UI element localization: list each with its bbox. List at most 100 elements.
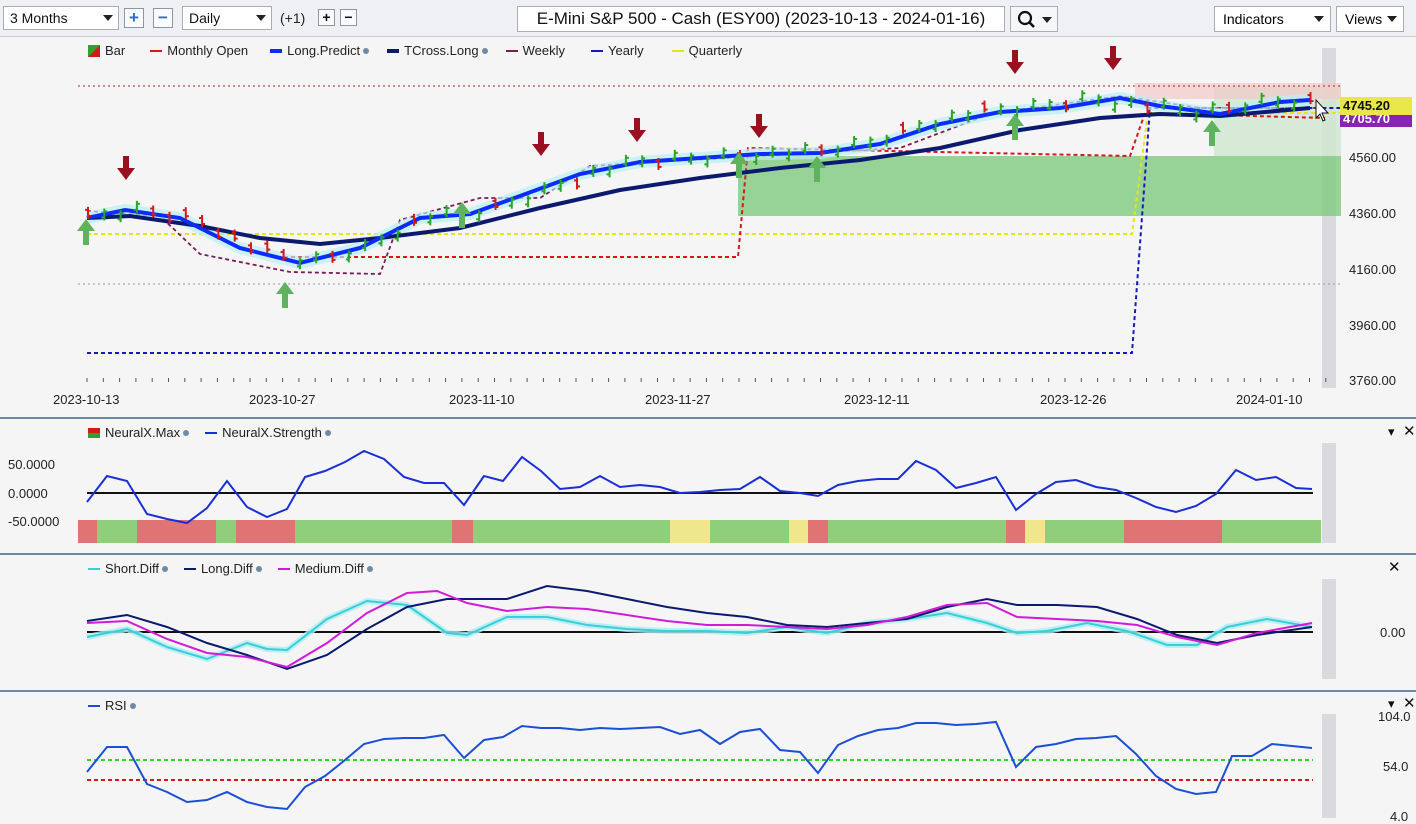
zoom-out-button[interactable]: − bbox=[153, 8, 173, 28]
price-axis-label: 3960.00 bbox=[1349, 318, 1396, 333]
buy-arrow-icon bbox=[730, 152, 748, 178]
offset-minus-button[interactable]: − bbox=[340, 9, 357, 26]
neural-plot[interactable] bbox=[0, 419, 1416, 555]
views-label: Views bbox=[1345, 11, 1383, 27]
pane-divider[interactable] bbox=[0, 417, 1416, 419]
date-axis-label: 2023-11-27 bbox=[645, 392, 711, 407]
legend-yearly: Yearly bbox=[607, 43, 644, 58]
neuralx-max-block bbox=[236, 520, 295, 543]
rsi-axis-label: 54.0 bbox=[1383, 759, 1409, 774]
dashed-line-icon bbox=[671, 49, 684, 52]
range-select[interactable]: 3 Months bbox=[3, 6, 119, 30]
neural-axis-label: -50.0000 bbox=[8, 514, 60, 529]
neuralx-max-block bbox=[97, 520, 137, 543]
interval-select[interactable]: Daily bbox=[182, 6, 272, 30]
neuralx-max-block bbox=[1124, 520, 1222, 543]
collapse-pane-icon[interactable]: ▾ bbox=[1388, 424, 1395, 439]
neuralx-max-block bbox=[137, 520, 216, 543]
legend-neuralx-strength: NeuralX.Strength bbox=[222, 425, 322, 440]
buy-arrow-icon bbox=[808, 156, 826, 182]
bar-legend-icon bbox=[88, 427, 100, 438]
rsi-axis-label: 4.0 bbox=[1390, 809, 1409, 824]
legend-short-diff: Short.Diff bbox=[105, 561, 159, 576]
neuralx-max-block bbox=[473, 520, 670, 543]
neural-axis-label: 0.0000 bbox=[8, 486, 48, 501]
scrollbar-track bbox=[1322, 714, 1336, 818]
line-icon bbox=[88, 704, 100, 707]
views-menu[interactable]: Views bbox=[1336, 6, 1404, 32]
last-price-tag: 4745.20 bbox=[1340, 97, 1412, 115]
neuralx-max-block bbox=[710, 520, 789, 543]
neuralx-max-block bbox=[1025, 520, 1045, 543]
close-pane-icon[interactable]: ✕ bbox=[1403, 695, 1416, 712]
rsi-plot[interactable] bbox=[0, 692, 1416, 824]
legend-bar: Bar bbox=[105, 43, 126, 58]
interval-select-value: Daily bbox=[189, 10, 221, 26]
bar-legend-icon bbox=[88, 44, 100, 57]
neuralx-max-block bbox=[1222, 520, 1321, 543]
line-icon bbox=[205, 431, 218, 434]
range-select-value: 3 Months bbox=[10, 10, 68, 26]
legend-long-predict: Long.Predict bbox=[287, 43, 361, 58]
main-legend: Bar Monthly Open Long.Predict TCross.Lon… bbox=[88, 43, 742, 58]
date-axis-label: 2024-01-10 bbox=[1236, 392, 1303, 407]
line-icon bbox=[88, 567, 100, 570]
legend-medium-diff: Medium.Diff bbox=[294, 561, 364, 576]
neuralx-max-block bbox=[670, 520, 710, 543]
collapse-pane-icon[interactable]: ▾ bbox=[1388, 696, 1395, 711]
rsi-line bbox=[86, 720, 1313, 811]
date-axis-label: 2023-12-26 bbox=[1040, 392, 1107, 407]
info-dot-icon bbox=[324, 429, 331, 436]
neuralx-max-block bbox=[78, 520, 97, 543]
pane-divider[interactable] bbox=[0, 690, 1416, 692]
diff-axis-label: 0.00 bbox=[1380, 625, 1406, 640]
date-axis-label: 2023-10-13 bbox=[53, 392, 120, 407]
line-icon bbox=[270, 48, 283, 53]
price-axis-label: 4360.00 bbox=[1349, 206, 1396, 221]
neural-axis-label: 50.0000 bbox=[8, 457, 55, 472]
tcross-long-line bbox=[86, 106, 1311, 247]
short-diff-line bbox=[86, 599, 1313, 661]
quarterly-zone bbox=[738, 156, 1341, 216]
toolbar: 3 Months + − Daily (+1) + − E-Mini S&P 5… bbox=[0, 0, 1416, 37]
buy-arrow-icon bbox=[77, 219, 95, 245]
neural-legend: NeuralX.Max NeuralX.Strength bbox=[88, 425, 336, 440]
search-icon bbox=[1017, 10, 1052, 28]
diff-legend: Short.Diff Long.Diff Medium.Diff bbox=[88, 561, 378, 576]
neuralx-max-block bbox=[1006, 520, 1025, 543]
price-axis-label: 3760.00 bbox=[1349, 373, 1396, 388]
close-pane-icon[interactable]: ✕ bbox=[1403, 423, 1416, 440]
symbol-search-button[interactable] bbox=[1010, 6, 1058, 32]
neuralx-max-block bbox=[1045, 520, 1124, 543]
price-plot[interactable] bbox=[0, 38, 1416, 418]
diff-plot[interactable] bbox=[0, 555, 1416, 691]
info-dot-icon bbox=[363, 47, 370, 54]
sell-arrow-icon bbox=[1104, 46, 1122, 70]
indicators-label: Indicators bbox=[1223, 11, 1284, 27]
mouse-cursor-icon bbox=[1315, 98, 1330, 122]
rsi-axis-label: 104.0 bbox=[1378, 709, 1411, 724]
buy-arrow-icon bbox=[276, 282, 294, 308]
zoom-in-button[interactable]: + bbox=[124, 8, 144, 28]
legend-quarterly: Quarterly bbox=[688, 43, 743, 58]
pane-divider[interactable] bbox=[0, 553, 1416, 555]
sell-arrow-icon bbox=[750, 114, 768, 138]
price-pane[interactable] bbox=[0, 38, 1416, 418]
close-pane-icon[interactable]: ✕ bbox=[1388, 559, 1401, 576]
neuralx-max-block bbox=[452, 520, 473, 543]
legend-weekly: Weekly bbox=[522, 43, 565, 58]
chevron-down-icon bbox=[1387, 16, 1397, 22]
long-predict-line bbox=[86, 95, 1311, 266]
scrollbar-track bbox=[1322, 443, 1336, 543]
indicators-menu[interactable]: Indicators bbox=[1214, 6, 1331, 32]
price-axis-label: 4160.00 bbox=[1349, 262, 1396, 277]
offset-plus-button[interactable]: + bbox=[318, 9, 335, 26]
legend-rsi: RSI bbox=[105, 698, 127, 713]
info-dot-icon bbox=[161, 565, 168, 572]
symbol-title-field[interactable]: E-Mini S&P 500 - Cash (ESY00) (2023-10-1… bbox=[517, 6, 1005, 32]
info-dot-icon bbox=[129, 702, 136, 709]
line-icon bbox=[277, 567, 290, 570]
medium-diff-line bbox=[86, 589, 1313, 669]
info-dot-icon bbox=[481, 47, 488, 54]
neuralx-max-block bbox=[216, 520, 236, 543]
